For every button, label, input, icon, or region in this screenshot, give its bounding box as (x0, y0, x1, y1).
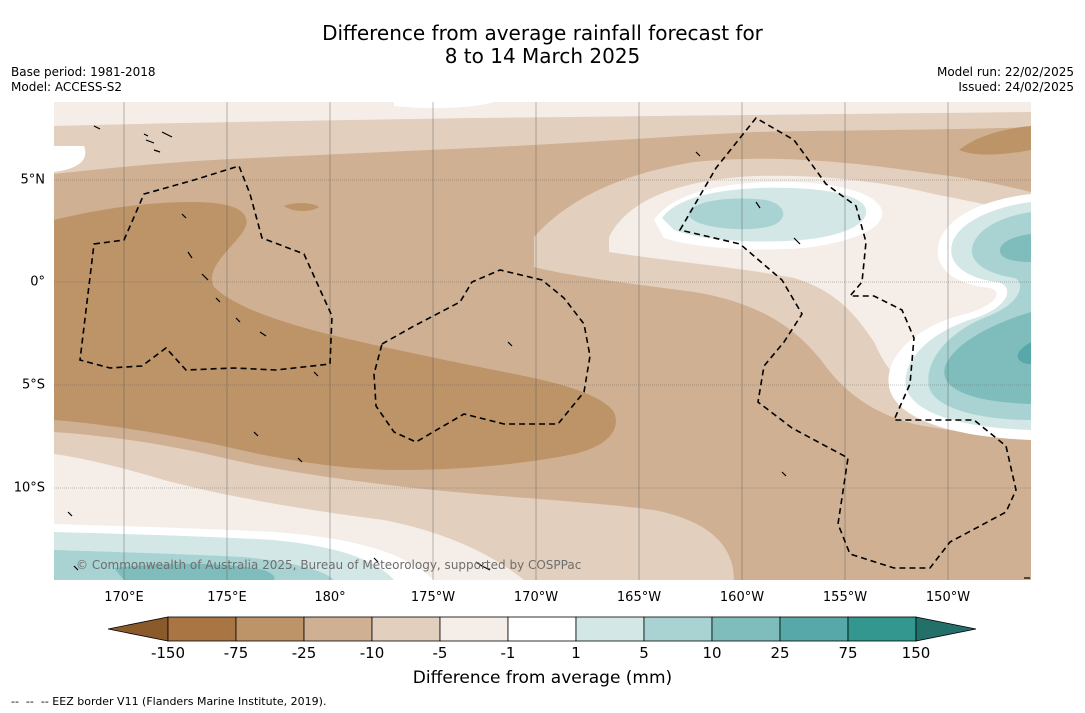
colorbar-tick: 10 (702, 644, 722, 662)
colorbar-tick: 150 (901, 644, 931, 662)
colorbar-segment (847, 616, 917, 642)
lon-label: 180° (314, 590, 346, 605)
field-dry-fleck (284, 203, 319, 211)
lon-label: 170°W (513, 590, 559, 605)
field-dry-tongue (54, 202, 616, 470)
colorbar-tick: -150 (150, 644, 186, 662)
model-run: Model run: 22/02/2025 (936, 65, 1074, 79)
field-dry-ne (959, 126, 1031, 155)
colorbar-tick: -1 (500, 644, 516, 662)
title-line-1: Difference from average rainfall forecas… (322, 21, 763, 45)
colorbar-segment (779, 616, 849, 642)
model-name: Model: ACCESS-S2 (11, 80, 123, 94)
colorbar-tick: 75 (838, 644, 858, 662)
run-info: Model run: 22/02/2025 Issued: 24/02/2025 (937, 65, 1074, 95)
lat-label: 10°S (13, 480, 45, 496)
base-info: Base period: 1981-2018 Model: ACCESS-S2 (11, 65, 156, 95)
colorbar-segment (711, 616, 781, 642)
islands (67, 125, 1030, 579)
field-north-white (394, 102, 494, 109)
field-sw-25 (114, 563, 275, 580)
field-north-vlight (54, 102, 1031, 126)
colorbar-min-extend (108, 616, 169, 642)
colorbar-segment (167, 616, 237, 642)
base-period: Base period: 1981-2018 (11, 65, 156, 79)
lat-label: 5°N (20, 172, 46, 188)
copyright-credit: © Commonwealth of Australia 2025, Bureau… (76, 558, 582, 572)
map-title: Difference from average rainfall forecas… (0, 22, 1085, 68)
colorbar-segment (303, 616, 373, 642)
lat-label: 5°S (21, 377, 45, 393)
colorbar-segment (371, 616, 441, 642)
lon-label: 170°E (104, 590, 144, 605)
field-west-white (54, 146, 86, 172)
lat-label: 0° (30, 274, 45, 290)
issued-date: Issued: 24/02/2025 (958, 80, 1074, 94)
eez-borders (79, 116, 1017, 569)
gridlines (54, 102, 1031, 580)
lon-label: 175°E (207, 590, 247, 605)
title-line-2: 8 to 14 March 2025 (444, 44, 641, 68)
colorbar-title: Difference from average (mm) (412, 668, 673, 688)
field-east-25 (944, 234, 1031, 404)
eez-footnote: -- -- -- EEZ border V11 (Flanders Marine… (11, 695, 327, 708)
rainfall-map (54, 102, 1031, 580)
colorbar-segment (235, 616, 305, 642)
colorbar-segment (575, 616, 645, 642)
lon-label: 160°W (719, 590, 765, 605)
colorbar (108, 616, 977, 642)
colorbar-tick: 5 (639, 644, 649, 662)
field-eq-10 (688, 198, 784, 230)
lon-label: 150°W (925, 590, 971, 605)
colorbar-tick: -25 (291, 644, 317, 662)
colorbar-tick: 1 (571, 644, 581, 662)
colorbar-max-extend (915, 616, 977, 642)
colorbar-segment (643, 616, 713, 642)
colorbar-segment (507, 616, 577, 642)
colorbar-tick: 25 (770, 644, 790, 662)
colorbar-segment (439, 616, 509, 642)
field-east-75 (1017, 342, 1031, 364)
lon-label: 165°W (616, 590, 662, 605)
lon-label: 175°W (410, 590, 456, 605)
colorbar-tick: -5 (432, 644, 448, 662)
lon-label: 155°W (822, 590, 868, 605)
colorbar-tick: -75 (223, 644, 249, 662)
colorbar-tick: -10 (359, 644, 385, 662)
